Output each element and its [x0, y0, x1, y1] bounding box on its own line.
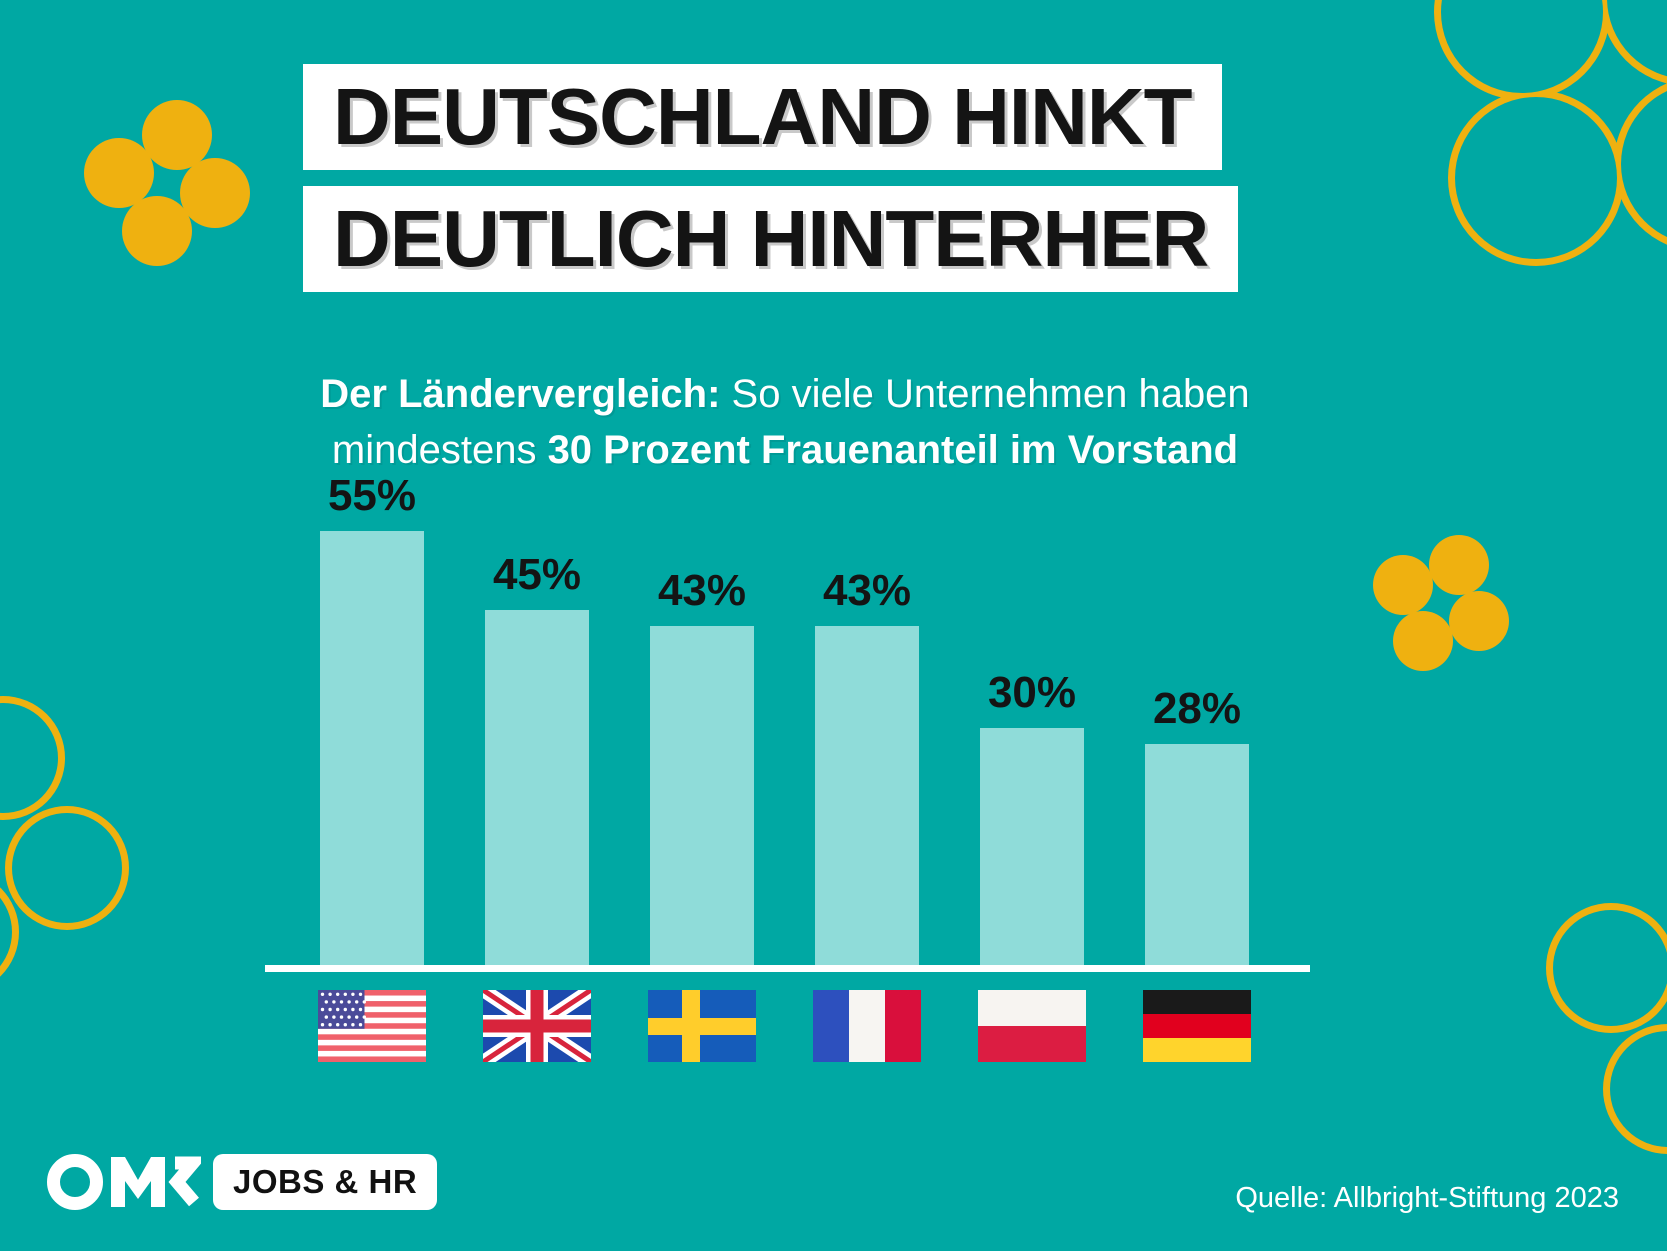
bar-germany [1145, 744, 1249, 965]
omr-logo-icon [47, 1154, 201, 1210]
flag-france-icon [813, 990, 921, 1062]
flag-poland-icon [978, 990, 1086, 1062]
clover-filled-mid-right-icon [1373, 535, 1509, 671]
jobs-hr-badge: JOBS & HR [213, 1154, 438, 1210]
chart-baseline [265, 965, 1310, 972]
subtitle-bold-2: 30 Prozent Frauenanteil im Vorstand [547, 428, 1239, 472]
clover-outline-left-icon [0, 696, 129, 977]
flag-usa-icon [318, 990, 426, 1062]
subtitle-pre-2: mindestens [331, 428, 548, 472]
bar-value-label-uk: 45% [492, 550, 582, 599]
bar-value-label-germany: 28% [1152, 684, 1242, 733]
source-credit: Quelle: Allbright-Stiftung 2023 [1235, 1182, 1619, 1214]
clover-outline-top-right-icon [1434, 0, 1667, 266]
flag-germany-icon [1143, 990, 1251, 1062]
title-line-1-text: DEUTSCHLAND HINKT [333, 72, 1193, 161]
omr-jobs-hr-logo: JOBS & HR [45, 1150, 438, 1214]
title-line-1: DEUTSCHLAND HINKT [303, 64, 1222, 170]
bar-value-label-poland: 30% [987, 668, 1077, 717]
title-line-2: DEUTLICH HINTERHER [303, 186, 1239, 292]
bar-usa [320, 531, 424, 965]
subtitle-bold-1: Der Ländervergleich: [320, 372, 721, 416]
bar-uk [485, 610, 589, 965]
chart-subtitle: Der Ländervergleich: So viele Unternehme… [0, 366, 1570, 478]
flag-sweden-icon [648, 990, 756, 1062]
bar-poland [980, 728, 1084, 965]
bar-chart: 55% 45% 43% 43% 30% 28% [265, 471, 1310, 972]
clover-outline-bottom-right-icon [1546, 903, 1667, 1154]
bar-sweden [650, 626, 754, 965]
bar-value-label-sweden: 43% [657, 566, 747, 615]
bar-france [815, 626, 919, 965]
subtitle-rest-1: So viele Unternehmen haben [720, 372, 1250, 416]
bar-value-label-france: 43% [822, 566, 912, 615]
flag-uk-icon [483, 990, 591, 1062]
clover-filled-top-left-icon [84, 100, 250, 266]
title-line-2-text: DEUTLICH HINTERHER [333, 194, 1209, 283]
flag-row [265, 990, 1310, 1062]
bar-value-label-usa: 55% [327, 471, 417, 520]
